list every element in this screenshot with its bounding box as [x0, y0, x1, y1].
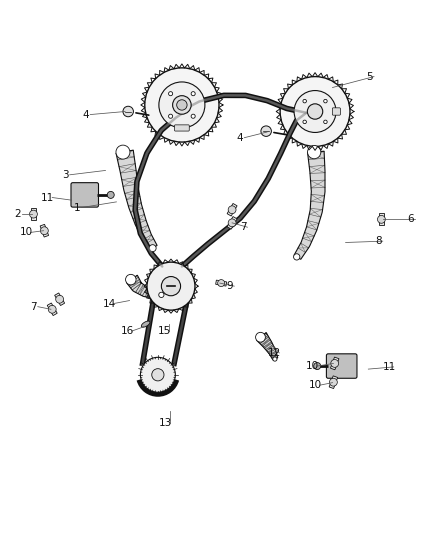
- Ellipse shape: [141, 321, 150, 327]
- Circle shape: [303, 120, 307, 124]
- Polygon shape: [47, 303, 57, 316]
- Circle shape: [324, 99, 327, 103]
- Text: 16: 16: [121, 326, 134, 336]
- FancyBboxPatch shape: [174, 125, 189, 131]
- Circle shape: [29, 210, 37, 218]
- Circle shape: [294, 91, 336, 133]
- Text: 11: 11: [383, 362, 396, 372]
- Polygon shape: [31, 208, 36, 220]
- Text: 9: 9: [226, 281, 233, 291]
- Circle shape: [303, 99, 307, 103]
- Circle shape: [149, 245, 156, 252]
- Circle shape: [169, 114, 173, 118]
- FancyBboxPatch shape: [332, 108, 340, 115]
- Circle shape: [378, 215, 385, 223]
- Circle shape: [126, 274, 136, 285]
- Circle shape: [173, 96, 191, 114]
- Polygon shape: [55, 293, 65, 305]
- Polygon shape: [215, 280, 227, 286]
- Circle shape: [314, 362, 321, 369]
- Circle shape: [228, 206, 236, 214]
- Circle shape: [107, 191, 114, 198]
- Text: 10: 10: [19, 228, 32, 237]
- Text: 8: 8: [375, 236, 381, 246]
- Circle shape: [48, 305, 56, 313]
- Text: 10: 10: [308, 380, 321, 390]
- Text: 14: 14: [102, 298, 116, 309]
- Circle shape: [256, 333, 265, 342]
- Circle shape: [141, 357, 175, 392]
- Circle shape: [331, 359, 339, 367]
- Polygon shape: [40, 224, 49, 237]
- Circle shape: [123, 106, 134, 117]
- Circle shape: [169, 92, 173, 96]
- Polygon shape: [127, 275, 161, 298]
- Circle shape: [161, 277, 180, 296]
- Circle shape: [293, 254, 300, 260]
- Text: 11: 11: [41, 192, 54, 203]
- Polygon shape: [227, 216, 237, 229]
- Text: 2: 2: [14, 209, 21, 219]
- Circle shape: [177, 100, 187, 110]
- Polygon shape: [116, 150, 157, 250]
- Circle shape: [307, 104, 323, 119]
- Circle shape: [56, 295, 64, 303]
- Circle shape: [145, 68, 219, 142]
- Circle shape: [40, 227, 48, 235]
- Text: 4: 4: [82, 110, 89, 119]
- Circle shape: [228, 219, 236, 227]
- Polygon shape: [330, 357, 339, 370]
- Circle shape: [329, 378, 337, 386]
- Circle shape: [191, 114, 195, 118]
- Circle shape: [280, 77, 350, 147]
- Circle shape: [324, 120, 327, 124]
- Text: 12: 12: [268, 348, 282, 358]
- Circle shape: [261, 126, 272, 136]
- Text: 10: 10: [306, 361, 319, 371]
- Polygon shape: [294, 151, 325, 260]
- Circle shape: [159, 292, 164, 297]
- Circle shape: [191, 92, 195, 96]
- Text: 4: 4: [237, 133, 243, 143]
- Text: 7: 7: [30, 302, 37, 312]
- Text: 3: 3: [62, 170, 69, 180]
- Polygon shape: [329, 376, 338, 389]
- Polygon shape: [257, 333, 278, 360]
- Polygon shape: [379, 213, 384, 225]
- Circle shape: [273, 357, 277, 361]
- Text: 13: 13: [159, 418, 173, 428]
- Circle shape: [159, 82, 205, 128]
- Circle shape: [152, 369, 164, 381]
- Circle shape: [307, 146, 321, 159]
- Circle shape: [116, 145, 130, 159]
- FancyBboxPatch shape: [326, 354, 357, 378]
- Text: 15: 15: [158, 326, 171, 336]
- Text: 1: 1: [74, 203, 81, 213]
- Circle shape: [147, 262, 195, 310]
- Text: 6: 6: [407, 214, 413, 224]
- Circle shape: [218, 280, 225, 287]
- Polygon shape: [227, 204, 237, 216]
- Text: 5: 5: [366, 71, 373, 82]
- Text: 7: 7: [240, 222, 246, 232]
- FancyBboxPatch shape: [71, 183, 99, 207]
